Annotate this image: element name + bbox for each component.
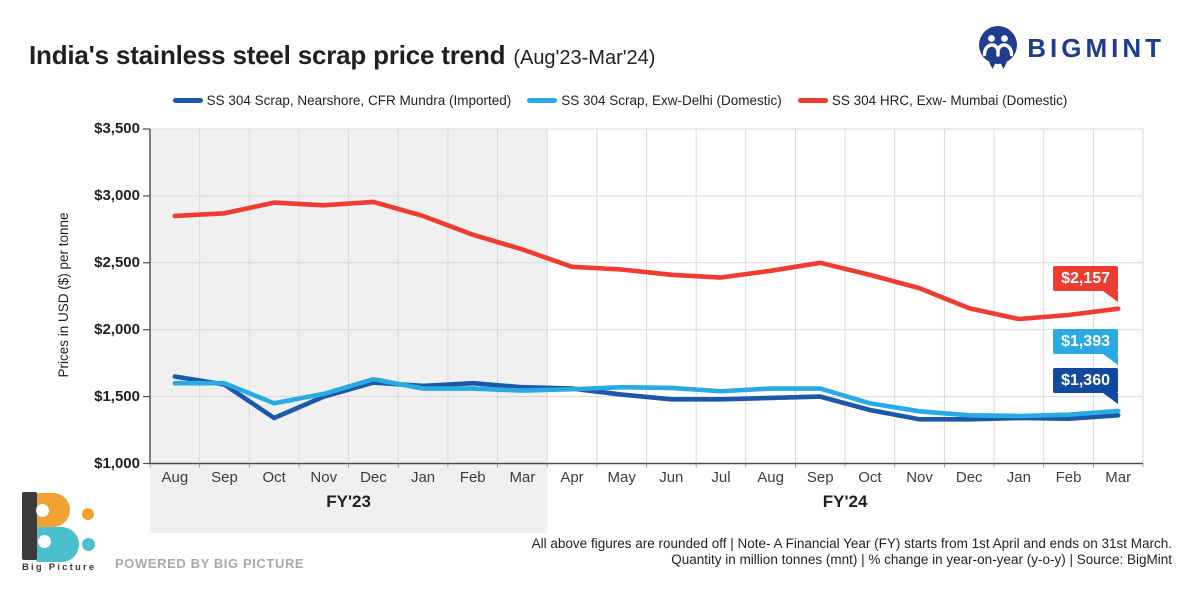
fiscal-year-label: FY'23: [326, 492, 371, 511]
y-axis-title: Prices in USD ($) per tonne: [56, 212, 71, 378]
y-tick-label: $3,500: [94, 120, 140, 137]
footnote-line-2: Quantity in million tonnes (mnt) | % cha…: [671, 552, 1172, 567]
legend-item-1: SS 304 Scrap, Exw-Delhi (Domestic): [527, 93, 782, 108]
x-tick-label: Sep: [211, 469, 238, 486]
bigmint-wordmark: BIGMINT: [1027, 32, 1165, 63]
end-value-tag-pointer: [1103, 291, 1118, 302]
x-tick-label: Oct: [858, 469, 882, 486]
legend-swatch-icon: [797, 98, 828, 103]
y-tick-label: $2,500: [94, 253, 140, 271]
y-tick-label: $1,000: [94, 454, 140, 472]
series-line-0: [172, 374, 1121, 422]
powered-by-text: POWERED BY BIG PICTURE: [115, 556, 305, 571]
legend-item-0: SS 304 Scrap, Nearshore, CFR Mundra (Imp…: [172, 93, 512, 108]
x-tick-label: Jan: [1006, 469, 1031, 486]
x-tick-label: Feb: [459, 469, 486, 486]
x-tick-label: Apr: [560, 469, 584, 486]
x-tick-label: Sep: [806, 469, 834, 486]
end-value-tag-pointer: [1103, 393, 1118, 404]
y-tick-label: $3,000: [94, 186, 140, 204]
page-header: India's stainless steel scrap price tren…: [29, 40, 655, 71]
x-tick-label: Nov: [310, 469, 338, 486]
legend-label: SS 304 Scrap, Exw-Delhi (Domestic): [561, 93, 782, 108]
end-value-tag: $2,157: [1053, 266, 1118, 302]
x-tick-label: Oct: [262, 469, 286, 486]
x-tick-label: Mar: [509, 469, 536, 486]
x-tick-label: Jul: [711, 469, 731, 486]
x-tick-label: Aug: [757, 469, 784, 486]
series-line-1: [172, 376, 1121, 419]
x-tick-label: Feb: [1055, 469, 1082, 486]
fiscal-year-label: FY'24: [822, 492, 868, 511]
big-picture-logo-dot-orange: [82, 508, 94, 520]
bigmint-logo: BIGMINT: [978, 26, 1165, 70]
x-tick-label: Dec: [955, 469, 983, 486]
big-picture-logo-hole-bottom: [38, 535, 51, 548]
x-tick-label: May: [607, 469, 636, 486]
y-tick-label: $1,500: [94, 387, 140, 405]
end-value-tag: $1,393: [1053, 329, 1118, 365]
footnote-line-1: All above figures are rounded off | Note…: [531, 536, 1172, 551]
page-subtitle: (Aug'23-Mar'24): [513, 47, 656, 69]
chart-legend: SS 304 Scrap, Nearshore, CFR Mundra (Imp…: [90, 93, 1150, 108]
legend-label: SS 304 HRC, Exw- Mumbai (Domestic): [831, 93, 1068, 108]
x-tick-label: Aug: [161, 469, 189, 486]
x-tick-label: Dec: [360, 469, 387, 486]
footnote: All above figures are rounded off | Note…: [532, 536, 1172, 568]
legend-swatch-icon: [172, 98, 203, 103]
big-picture-logo-dot-teal: [82, 538, 95, 551]
legend-swatch-icon: [527, 98, 558, 103]
series-line-2: [172, 199, 1121, 322]
big-picture-logo-hole-top: [36, 504, 49, 517]
y-tick-label: $2,000: [94, 320, 140, 338]
x-tick-label: Jan: [410, 469, 436, 486]
bigmint-icon: [979, 26, 1018, 69]
big-picture-logo: Big Picture: [22, 491, 102, 575]
x-tick-label: Mar: [1105, 469, 1132, 486]
end-value-tag: $1,360: [1053, 368, 1118, 404]
x-tick-label: Nov: [906, 469, 933, 486]
big-picture-logo-bar: [22, 492, 37, 560]
big-picture-logo-text: Big Picture: [22, 562, 97, 573]
legend-item-2: SS 304 HRC, Exw- Mumbai (Domestic): [797, 93, 1068, 108]
x-tick-label: Jun: [659, 469, 684, 486]
page-title: India's stainless steel scrap price tren…: [29, 40, 506, 70]
legend-label: SS 304 Scrap, Nearshore, CFR Mundra (Imp…: [206, 93, 512, 108]
end-value-tag-pointer: [1103, 354, 1118, 365]
